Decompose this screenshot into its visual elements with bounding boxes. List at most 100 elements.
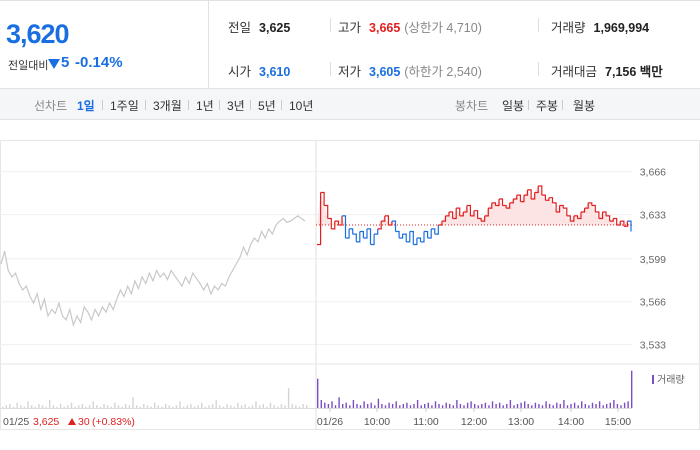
today-line-segment [502,204,507,209]
tab-10years[interactable]: 10년 [289,99,314,113]
tab-1year[interactable]: 1년 [196,99,214,113]
today-volume-bar [359,405,362,408]
prev-volume-bar [20,405,22,408]
today-volume-bar [445,402,447,408]
today-volume-bar [374,405,376,408]
today-volume-bar [470,401,472,408]
change-value: 5 [61,54,70,71]
chart-period-tabs: 선차트 1일 1주일 3개월 1년 3년 5년 10년 봉차트 일봉 주봉 월봉 [0,89,700,120]
prev-volume-bar [255,401,257,408]
today-volume-bar [499,402,501,408]
today-volume-bar [438,404,440,408]
prev-volume-bar [70,402,73,408]
prev-volume-bar [27,401,29,408]
today-volume-bar [327,404,330,408]
prev-volume-bar [5,405,7,408]
today-line-segment [338,215,343,226]
today-line-segment [595,211,600,219]
today-volume-bar [559,404,561,408]
today-line-segment [573,215,579,219]
today-volume-bar [345,402,347,408]
today-line-segment [395,230,400,238]
prev-volume-bar [63,406,65,408]
prev-volume-bar [41,405,44,408]
prev-volume-bar [2,406,4,408]
tab-1week[interactable]: 1주일 [110,99,139,113]
prev-volume-bar [9,404,11,408]
today-line-segment [441,215,447,222]
today-volume-bar [527,404,529,408]
today-line-segment [399,234,404,239]
tab-3months[interactable]: 3개월 [153,99,182,113]
tab-daily-candle[interactable]: 일봉 [502,99,525,113]
today-line-segment [602,211,607,216]
prev-day-date: 01/25 [3,416,29,428]
today-volume-bar [552,405,554,408]
prev-volume-bar [193,406,196,408]
prev-volume-bar [121,406,123,408]
tab-5years[interactable]: 5년 [258,99,276,113]
today-line-segment [377,221,382,230]
tab-1day[interactable]: 1일 [77,99,95,113]
today-line-segment [609,218,614,222]
prev-volume-bar [302,404,304,408]
today-line-segment [509,199,514,204]
today-volume-bar [581,401,583,408]
prev-volume-bar [208,405,210,408]
prev-volume-bar [135,405,138,408]
today-volume-bar [317,378,319,408]
tab-monthly-candle[interactable]: 월봉 [573,99,596,113]
prev-volume-bar [262,404,264,408]
prev-volume-bar [88,405,91,408]
today-volume-bar [570,404,572,408]
tab-3years[interactable]: 3년 [227,99,245,113]
line-chart-label: 선차트 [34,99,68,113]
prev-day-change: 30 [78,416,90,428]
prev-volume-bar [179,401,181,408]
today-volume-bar [598,401,601,408]
volume-legend-label: 거래량 [657,374,685,386]
today-volume-bar [484,402,487,408]
prev-volume-bar [190,404,192,408]
today-volume-bar [334,405,337,408]
today-volume-bar [488,405,490,408]
today-volume-bar [367,404,369,408]
stat-amount: 거래대금 7,156 백만 [551,65,663,79]
today-volume-bar [541,405,544,408]
today-volume-bar [588,405,590,408]
x-tick-label: 10:00 [364,416,390,428]
prev-volume-bar [291,404,293,408]
prev-volume-bar [287,388,290,408]
prev-volume-bar [215,400,217,408]
today-volume-bar [538,404,540,408]
today-volume-bar [548,404,551,408]
today-volume-bar [566,405,569,408]
prev-volume-bar [125,404,127,408]
prev-volume-bar [240,405,243,408]
today-volume-bar [459,404,462,408]
prev-volume-bar [211,404,214,408]
today-line-segment [345,228,350,239]
prev-volume-bar [128,405,131,408]
today-volume-bar [620,405,622,408]
today-volume-bar [463,405,465,408]
today-volume-bar [556,402,558,408]
prev-volume-bar [237,402,239,408]
today-volume-bar [616,404,619,408]
prev-volume-bar [16,402,18,408]
today-line-segment [545,197,550,201]
x-tick-label: 14:00 [558,416,584,428]
today-line-segment [591,204,596,212]
today-volume-bar [602,405,604,408]
today-volume-bar [513,405,515,408]
today-line-segment [363,228,368,239]
prev-volume-bar [233,406,235,408]
tab-weekly-candle[interactable]: 주봉 [536,99,559,113]
today-volume-bar [613,400,615,408]
prev-volume-bar [230,405,232,408]
prev-volume-bar [266,406,268,408]
today-line-segment [452,208,457,220]
today-volume-bar [420,405,422,408]
today-line-segment [327,217,332,229]
y-tick-label: 3,533 [640,340,666,352]
